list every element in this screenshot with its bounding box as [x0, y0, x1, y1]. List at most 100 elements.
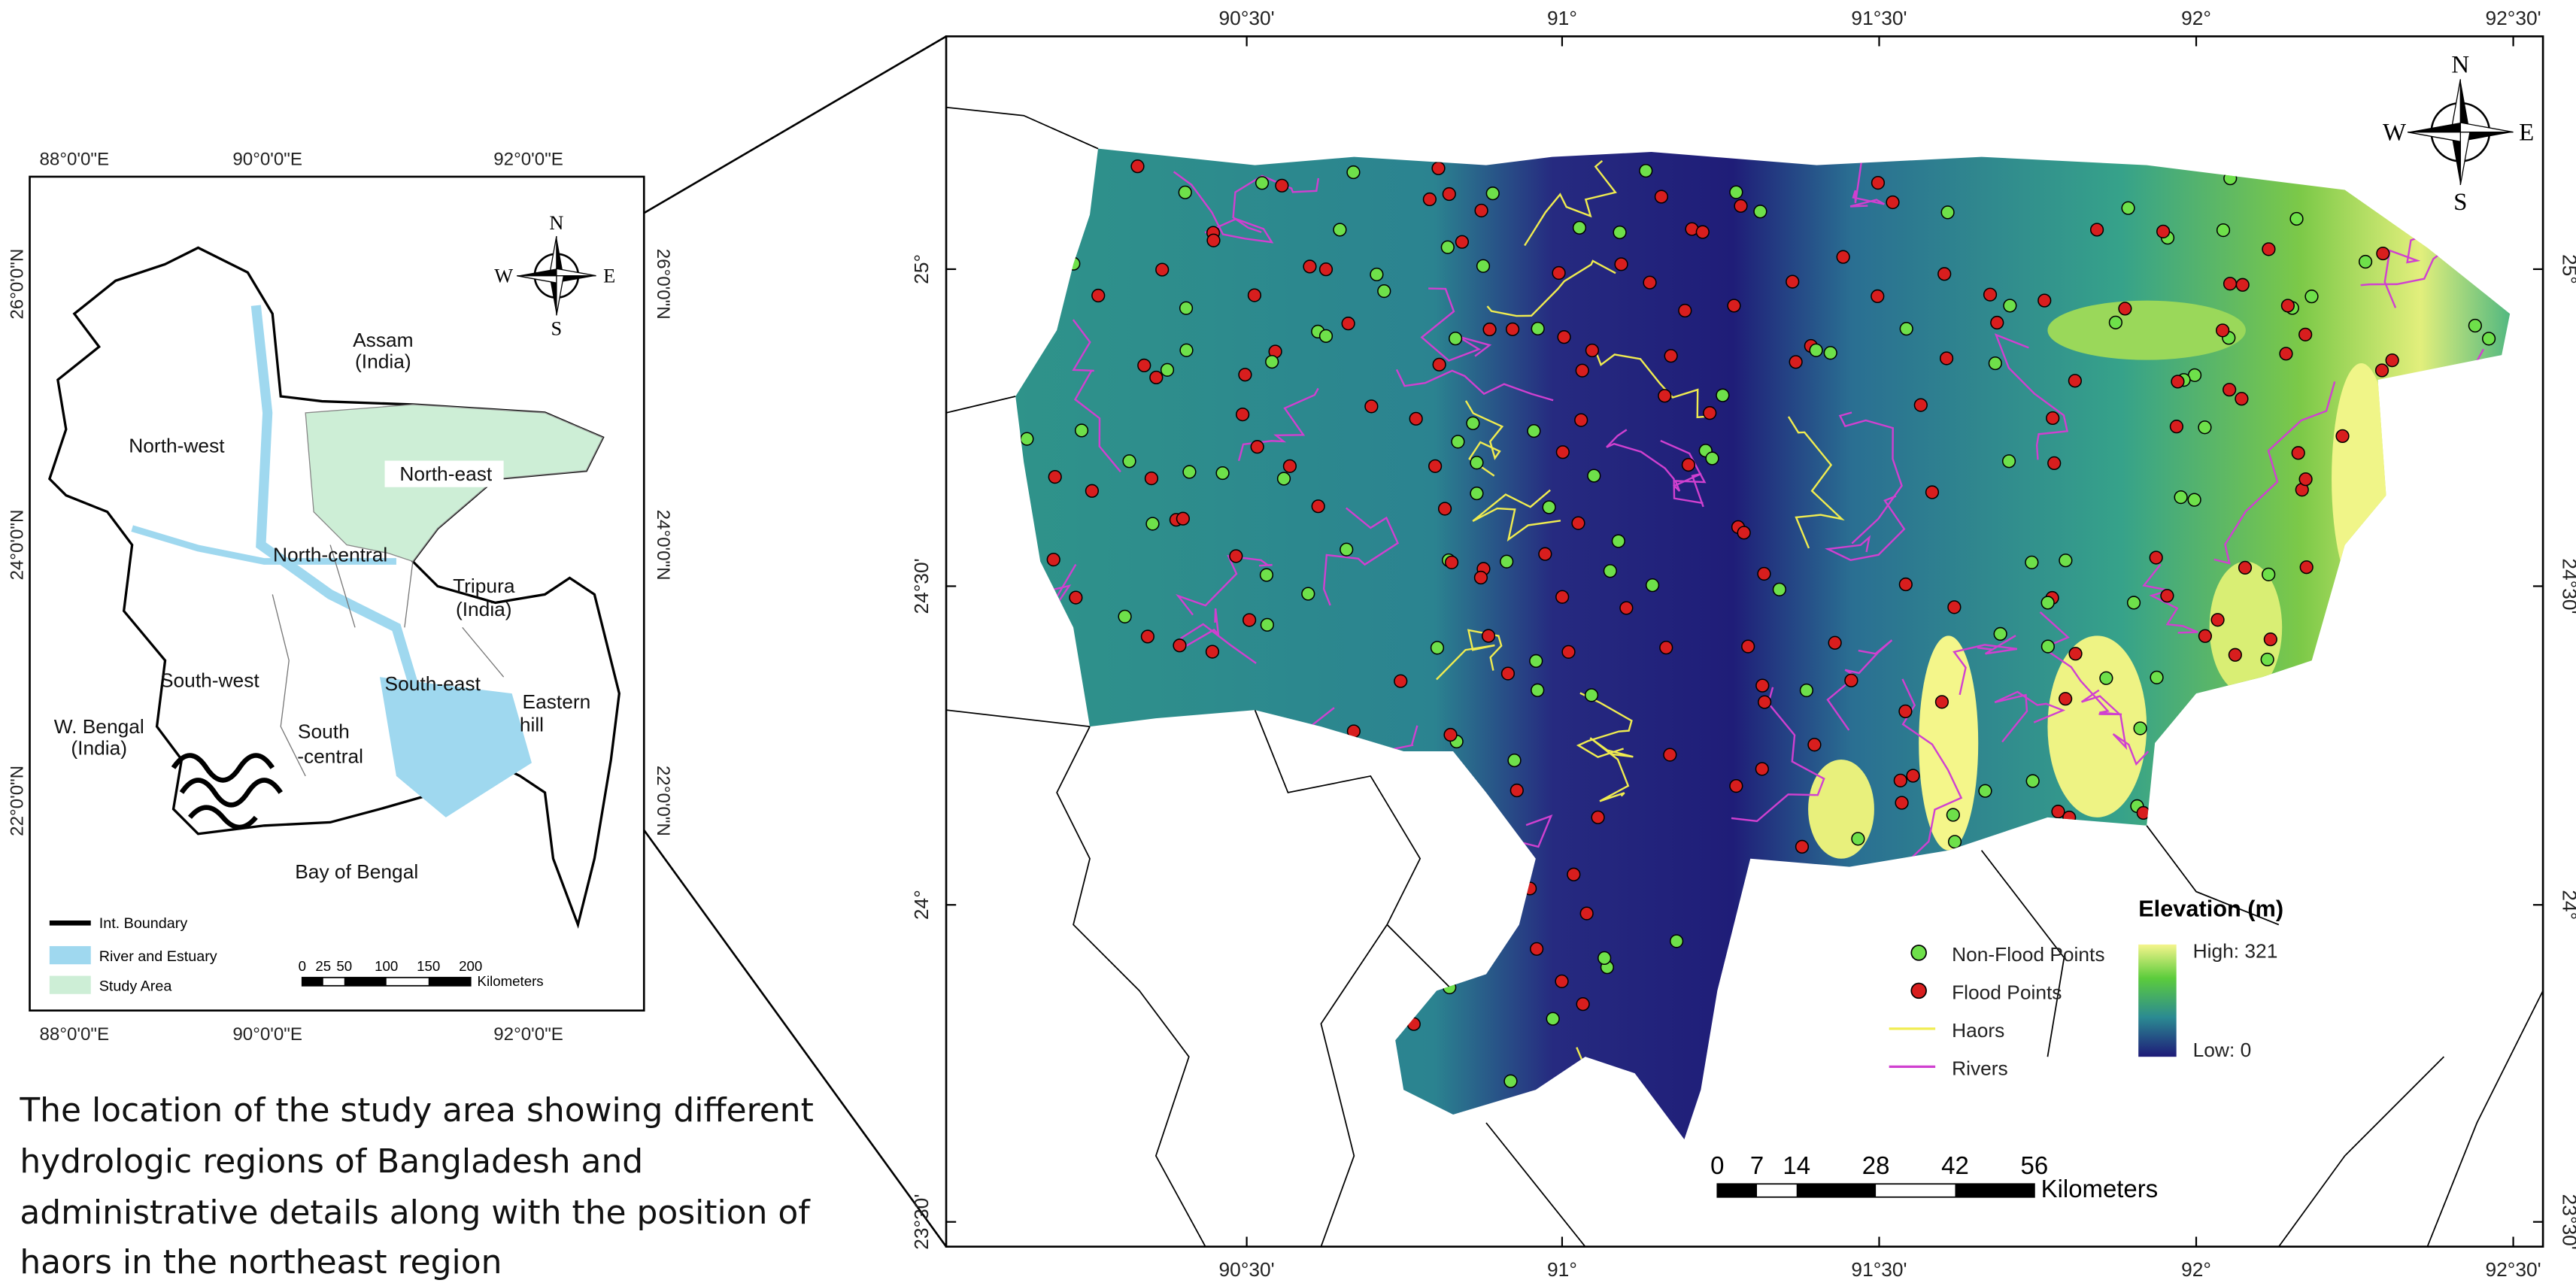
compass-label: E [2519, 120, 2534, 147]
lon-label: 90°0'0"E [232, 150, 302, 170]
flood-point [1370, 267, 1384, 282]
scale-label: 0 [1710, 1151, 1724, 1179]
haor [1595, 352, 1712, 419]
non-flood-point [2210, 613, 2225, 627]
flood-point [1531, 321, 1545, 336]
flood-point [1737, 526, 1751, 540]
non-flood-point [2121, 201, 2135, 215]
scale-unit: Kilometers [2041, 1175, 2159, 1203]
non-flood-point [2126, 596, 2141, 610]
flood-point [1729, 185, 1743, 199]
non-flood-point [2046, 411, 2060, 426]
flood-point [1144, 471, 1159, 486]
lon-label: 91° [1547, 1258, 1577, 1281]
flood-point [1149, 370, 1164, 385]
flood-point [1789, 355, 1803, 369]
non-flood-point [1409, 411, 1423, 426]
flood-point [2160, 589, 2174, 603]
region-label: -central [297, 745, 363, 767]
non-flood-point [2289, 211, 2304, 226]
compass-label: N [549, 212, 563, 234]
sundarbans [171, 753, 283, 830]
region-label: North-central [273, 544, 387, 566]
legend-label: Low: 0 [2193, 1039, 2252, 1061]
non-flood-point [1937, 267, 1952, 281]
flood-point [1940, 205, 1955, 220]
non-flood-point [1485, 187, 1500, 201]
non-flood-point [1576, 997, 1590, 1012]
lon-label: 91°30' [1851, 7, 1907, 29]
flood-point [2358, 254, 2373, 269]
flood-point [1046, 552, 1060, 567]
flood-point [2169, 420, 2184, 434]
flood-point [1571, 516, 1585, 530]
flood-point [1178, 185, 1192, 199]
flood-point [1557, 330, 1571, 344]
non-flood-point [2198, 420, 2212, 435]
flood-point [1703, 406, 1717, 420]
non-flood-point [1871, 289, 1885, 304]
non-flood-point [2385, 353, 2399, 368]
flood-point [1755, 762, 1769, 776]
non-flood-point [1990, 315, 2004, 330]
river [1395, 369, 1554, 402]
flood-point [2037, 293, 2052, 308]
lat-label: 22°0'0"N [653, 766, 673, 836]
compass-label: W [494, 265, 513, 287]
flood-point [2059, 554, 2073, 568]
non-flood-point [1611, 534, 1625, 548]
lat-label: 23°30' [2558, 1194, 2576, 1250]
flood-point [1500, 666, 1516, 681]
compass-point [2408, 123, 2461, 132]
flood-point [2001, 454, 2016, 469]
flood-point [1482, 322, 1497, 337]
ridge [2209, 561, 2283, 694]
non-flood-point [1795, 839, 1810, 854]
region-label: W. Bengal [54, 715, 144, 738]
non-flood-point [1466, 416, 1480, 430]
non-flood-point [2068, 647, 2083, 661]
flood-point [1444, 555, 1459, 569]
non-flood-point [1574, 413, 1588, 427]
lon-label: 91° [1547, 7, 1577, 29]
haor [1606, 429, 1704, 505]
compass-point [556, 275, 565, 316]
region-label: Eastern [523, 690, 591, 713]
non-flood-point [1851, 832, 1865, 846]
non-flood-point [1639, 163, 1653, 178]
non-flood-point [1346, 165, 1361, 180]
lon-label: 92°30' [2486, 7, 2541, 29]
flood-point [1705, 451, 1719, 466]
scale-segment [1717, 1184, 1758, 1197]
non-flood-point [1432, 357, 1446, 372]
flood-point [1238, 368, 1252, 382]
flood-point [1898, 704, 1913, 718]
river [1826, 639, 1893, 731]
flood-point [1925, 485, 1940, 499]
flood-point [1695, 225, 1710, 239]
flood-point [1538, 547, 1552, 561]
admin-boundary [945, 106, 2544, 1248]
lon-label: 92°0'0"E [493, 150, 563, 170]
haor [1436, 629, 1503, 681]
non-flood-point [1555, 974, 1569, 988]
estuary [379, 677, 532, 817]
flood-point [1182, 465, 1197, 479]
region-label: Bay of Bengal [295, 860, 418, 883]
flood-point [1555, 445, 1570, 460]
non-flood-point [1555, 590, 1570, 604]
compass-point [517, 275, 557, 284]
non-flood-point [1340, 542, 1354, 557]
flood-point [1527, 423, 1541, 438]
legend-symbol [49, 975, 91, 994]
caption-line: haors in the northeast region [20, 1243, 502, 1281]
non-flood-point [1664, 349, 1678, 363]
legend-label: Int. Boundary [99, 915, 188, 932]
flood-point [1474, 203, 1488, 218]
non-flood-point [1898, 577, 1913, 592]
non-flood-point [2235, 392, 2249, 406]
flood-point [1091, 288, 1106, 303]
